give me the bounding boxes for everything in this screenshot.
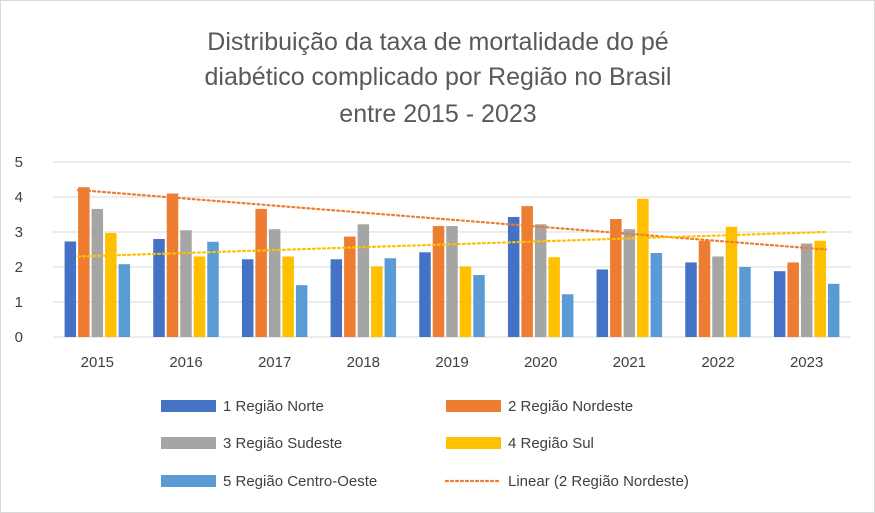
legend-label: 2 Região Nordeste	[508, 398, 633, 415]
chart-title-line-3: entre 2015 - 2023	[339, 100, 536, 128]
chart-title-line-1: Distribuição da taxa de mortalidade do p…	[207, 28, 668, 56]
bar	[357, 224, 370, 337]
bar	[521, 206, 533, 337]
x-tick-label: 2018	[347, 354, 380, 371]
y-tick-label: 0	[15, 329, 23, 346]
bar	[650, 253, 663, 337]
bar	[623, 229, 636, 337]
trendlines	[76, 188, 828, 258]
x-tick-label: 2022	[701, 354, 734, 371]
bar	[473, 275, 485, 337]
legend-swatch	[161, 437, 216, 449]
bar	[800, 243, 813, 337]
legend-label: 3 Região Sudeste	[223, 435, 342, 452]
legend-swatch	[446, 437, 501, 449]
bar	[255, 208, 267, 337]
bar	[773, 271, 786, 337]
bar	[105, 233, 117, 337]
legend-entry: 1 Região Norte	[161, 398, 324, 415]
legend-label: 5 Região Centro-Oeste	[223, 473, 377, 490]
bar	[698, 240, 711, 337]
bar	[787, 262, 799, 337]
bar	[78, 187, 90, 337]
y-tick-label: 5	[15, 154, 23, 171]
bar	[432, 226, 445, 337]
legend-label: 4 Região Sul	[508, 435, 594, 452]
bar	[64, 241, 77, 337]
trendline	[76, 230, 828, 258]
bar	[814, 240, 826, 337]
bar	[637, 198, 649, 337]
bar	[282, 256, 294, 337]
bar	[241, 259, 254, 337]
legend-label: 1 Região Norte	[223, 398, 324, 415]
bar	[739, 267, 751, 337]
legend-entry: 5 Região Centro-Oeste	[161, 473, 377, 490]
x-axis-tick-labels: 2015 2016 2017 2018 2019 2020 2021 2022 2023	[81, 354, 824, 371]
bar	[180, 230, 192, 337]
bar	[548, 257, 560, 337]
y-tick-label: 4	[15, 189, 23, 206]
bar	[193, 256, 206, 337]
bar	[153, 239, 165, 337]
x-tick-label: 2016	[169, 354, 202, 371]
bar	[419, 252, 431, 337]
legend-entry: 4 Região Sul	[446, 435, 594, 452]
legend: 1 Região Norte 2 Região Nordeste 3 Região …	[161, 398, 689, 490]
x-tick-label: 2021	[613, 354, 646, 371]
y-tick-label: 2	[15, 259, 23, 276]
bar	[384, 258, 397, 337]
bar	[596, 269, 609, 337]
bar	[507, 216, 520, 337]
legend-entry: 3 Região Sudeste	[161, 435, 342, 452]
bar	[371, 266, 383, 337]
bar	[207, 241, 219, 337]
legend-swatch	[446, 400, 501, 412]
bar	[295, 285, 308, 337]
bar	[712, 256, 724, 337]
legend-entry: Linear (2 Região Nordeste)	[444, 473, 689, 490]
bar	[268, 229, 281, 337]
trendline	[76, 188, 828, 251]
legend-swatch	[161, 400, 216, 412]
bar	[561, 294, 574, 337]
x-tick-label: 2023	[790, 354, 823, 371]
bar	[725, 226, 738, 337]
x-tick-label: 2017	[258, 354, 291, 371]
bar	[330, 259, 343, 337]
bars	[64, 187, 840, 337]
bar	[118, 264, 131, 337]
bar	[446, 226, 458, 337]
bar	[827, 283, 840, 337]
bar	[610, 219, 622, 337]
bar	[685, 262, 697, 337]
x-tick-label: 2015	[81, 354, 114, 371]
chart-title-line-2: diabético complicado por Região no Brasi…	[205, 63, 672, 91]
bar	[534, 224, 547, 337]
bar	[344, 236, 356, 337]
bar	[91, 208, 104, 337]
legend-entry: 2 Região Nordeste	[446, 398, 633, 415]
y-tick-label: 3	[15, 224, 23, 241]
legend-swatch	[161, 475, 216, 487]
y-axis-tick-labels: 0 1 2 3 4 5	[15, 154, 23, 346]
y-tick-label: 1	[15, 294, 23, 311]
legend-label: Linear (2 Região Nordeste)	[508, 473, 689, 490]
bar	[166, 193, 179, 337]
x-tick-label: 2019	[435, 354, 468, 371]
chart-title: Distribuição da taxa de mortalidade do p…	[205, 28, 672, 128]
x-tick-label: 2020	[524, 354, 557, 371]
bar	[459, 266, 472, 337]
